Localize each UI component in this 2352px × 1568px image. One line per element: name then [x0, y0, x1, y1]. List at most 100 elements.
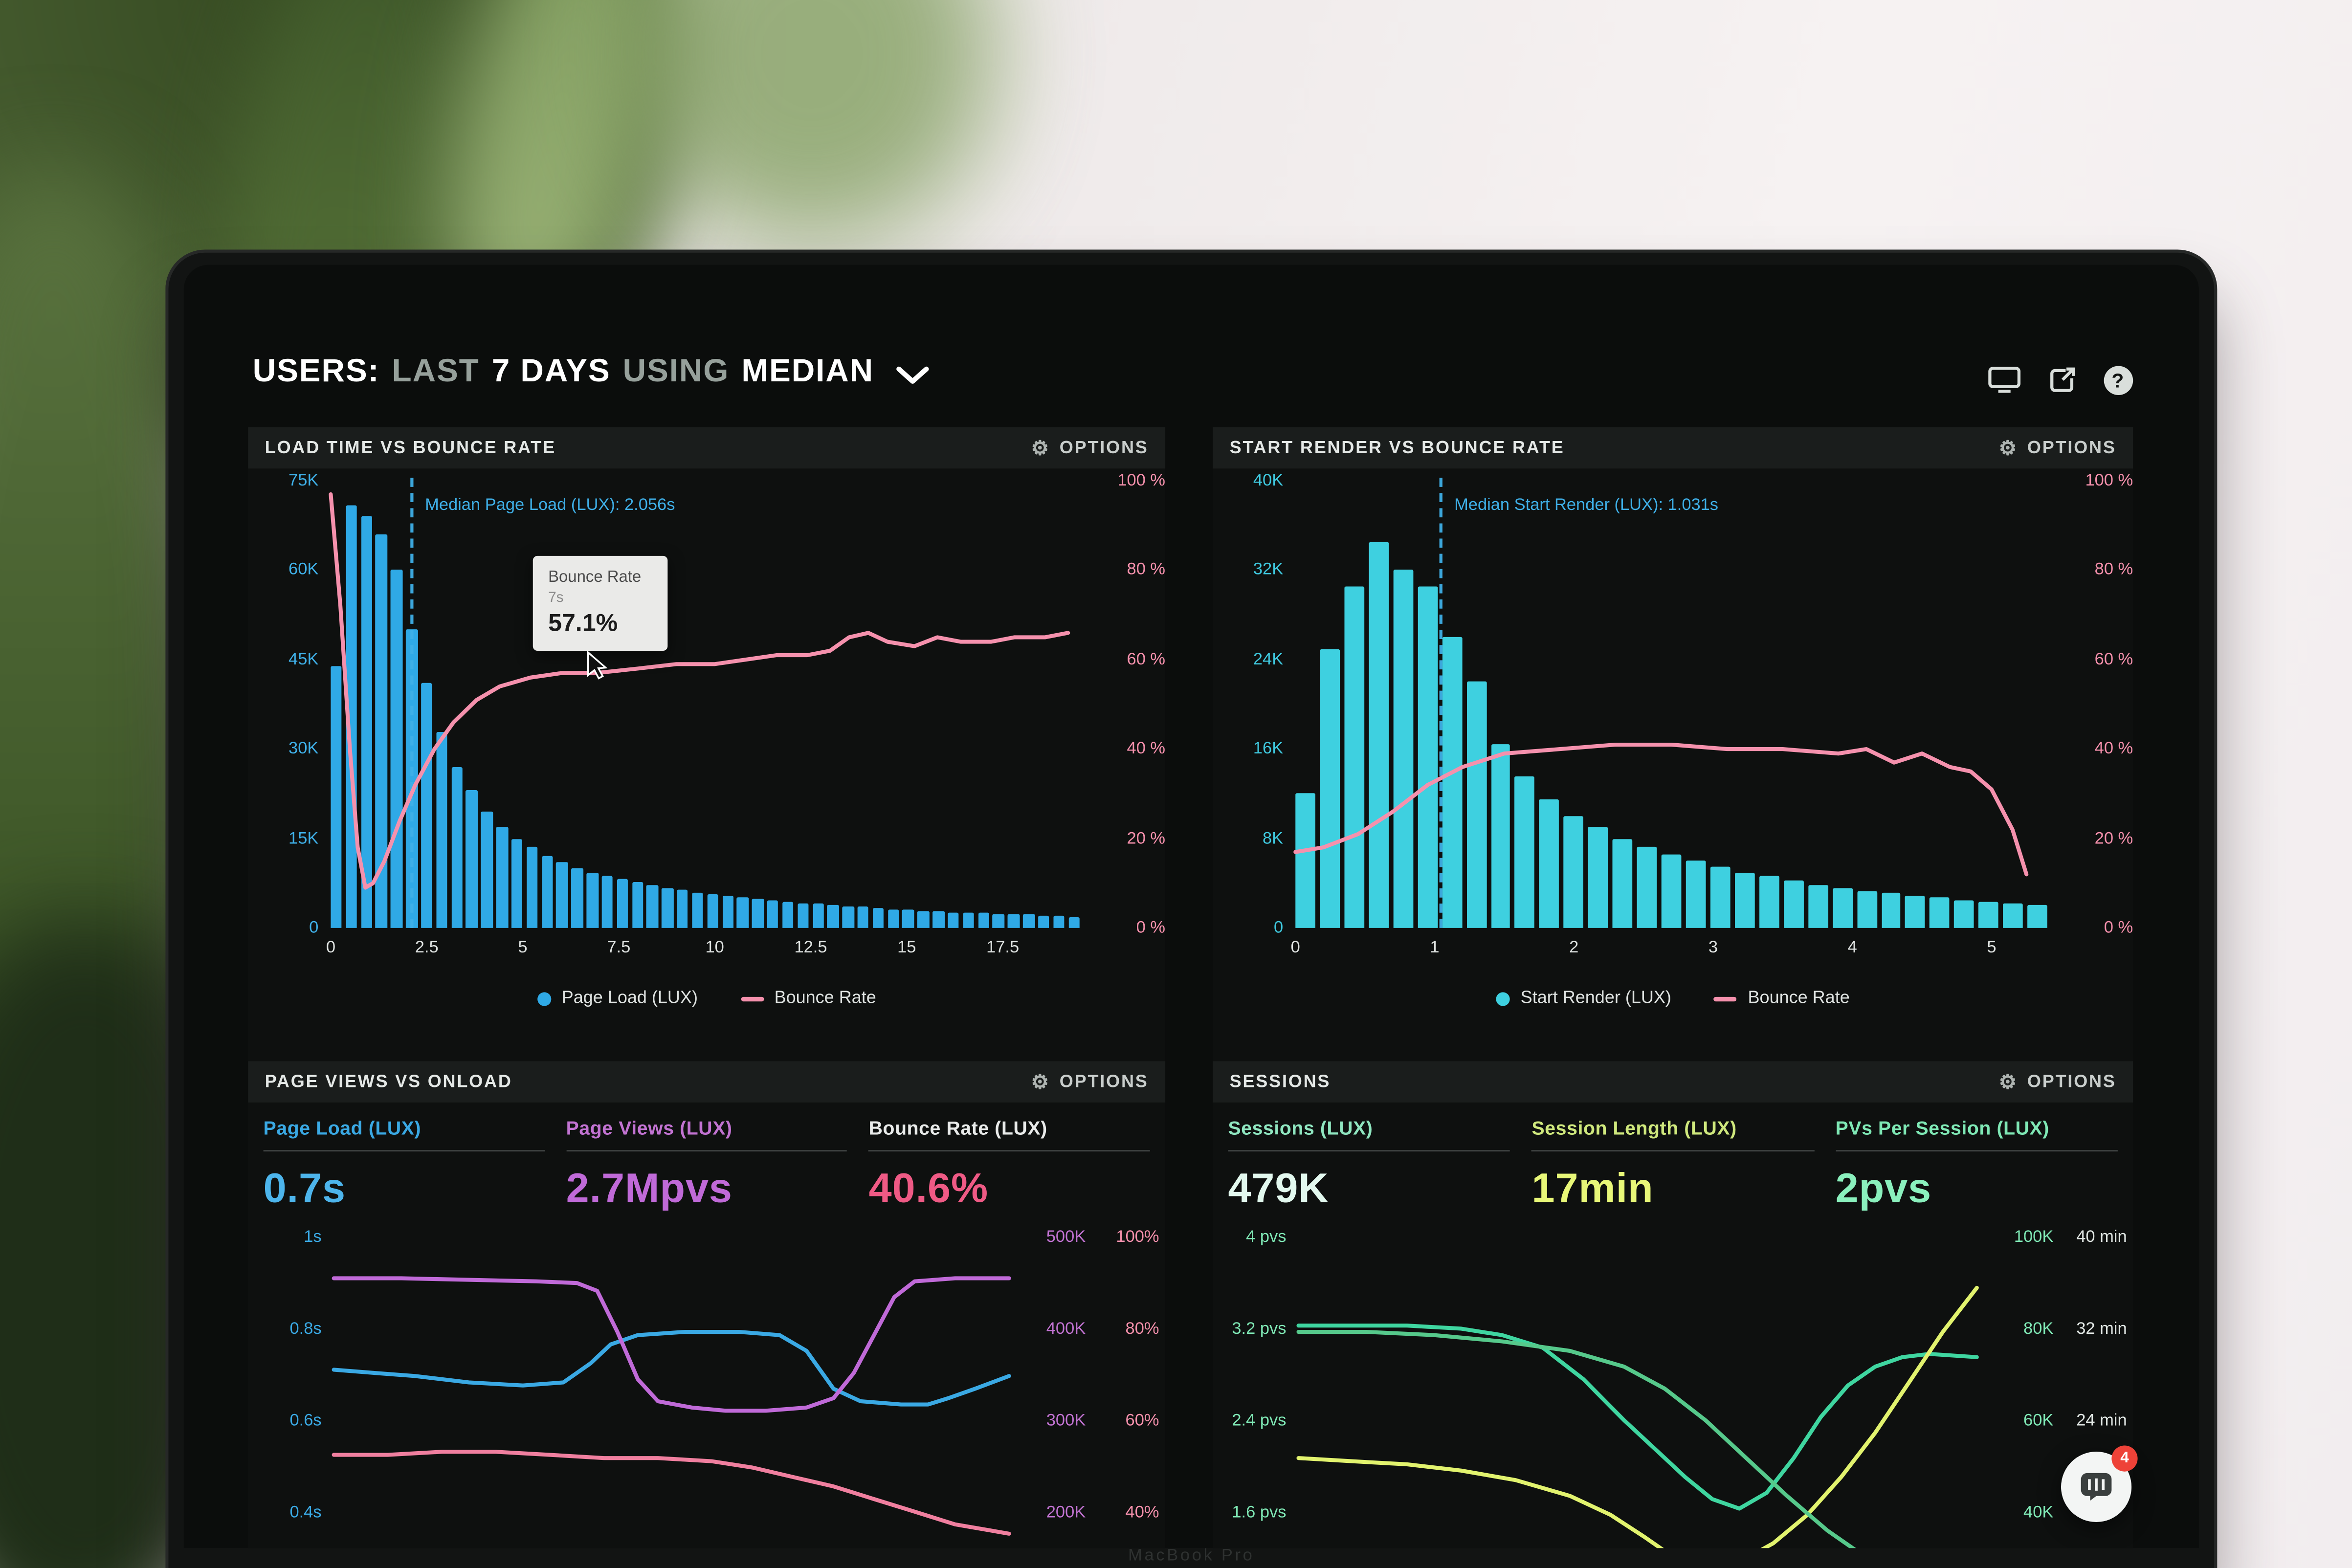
axis-tick: 30K: [288, 740, 319, 758]
options-button[interactable]: ⚙ OPTIONS: [1031, 1070, 1149, 1094]
bar[interactable]: [1320, 648, 1340, 928]
bar[interactable]: [1068, 916, 1080, 928]
help-icon[interactable]: ?: [2101, 363, 2134, 397]
bar[interactable]: [782, 902, 794, 928]
bar[interactable]: [1613, 839, 1633, 928]
bar[interactable]: [1637, 847, 1657, 928]
bar[interactable]: [1038, 915, 1050, 928]
bar[interactable]: [902, 910, 914, 928]
bar[interactable]: [1564, 816, 1584, 928]
bar[interactable]: [692, 892, 704, 928]
bar[interactable]: [631, 882, 643, 928]
bar[interactable]: [1368, 542, 1389, 928]
bar[interactable]: [556, 862, 568, 928]
panel-sessions: SESSIONS ⚙ OPTIONS Sessions (LUX) 479K S…: [1213, 1061, 2133, 1548]
bar[interactable]: [872, 908, 884, 928]
bar[interactable]: [466, 791, 478, 928]
bar[interactable]: [932, 911, 944, 928]
axis-tick: 17.5: [986, 938, 1020, 957]
bar[interactable]: [1930, 898, 1950, 928]
y-axis-left-labels: 40K 32K 24K 16K 8K 0: [1213, 472, 1283, 937]
bar[interactable]: [496, 826, 508, 928]
share-icon[interactable]: [2044, 363, 2078, 397]
bar[interactable]: [526, 847, 538, 928]
bar[interactable]: [1954, 900, 1975, 928]
bar[interactable]: [797, 903, 809, 928]
bar[interactable]: [812, 904, 824, 928]
bar[interactable]: [767, 900, 779, 928]
bar[interactable]: [1759, 876, 1779, 928]
bar[interactable]: [1515, 777, 1535, 928]
chart-plot[interactable]: Median Page Load (LUX): 2.056s: [329, 478, 1080, 928]
bar[interactable]: [1588, 827, 1608, 928]
bar[interactable]: [617, 879, 628, 928]
bar[interactable]: [436, 731, 448, 928]
bar[interactable]: [1490, 743, 1511, 928]
bar[interactable]: [917, 910, 929, 928]
bar[interactable]: [1442, 637, 1462, 928]
bar[interactable]: [977, 913, 990, 928]
bar[interactable]: [888, 908, 899, 928]
display-icon[interactable]: [1988, 363, 2021, 397]
chevron-down-icon[interactable]: [895, 366, 929, 385]
chart-plot[interactable]: [332, 1237, 1011, 1548]
bar[interactable]: [677, 889, 688, 928]
bar[interactable]: [541, 856, 553, 928]
bar[interactable]: [707, 894, 719, 928]
dashboard-title[interactable]: USERS: LAST 7 DAYS USING MEDIAN: [253, 353, 929, 390]
bar[interactable]: [1783, 881, 1803, 928]
bar[interactable]: [1295, 794, 1315, 928]
bar[interactable]: [481, 812, 493, 928]
bar[interactable]: [1661, 854, 1682, 928]
bar[interactable]: [1539, 799, 1559, 928]
bar[interactable]: [1808, 884, 1828, 928]
bar[interactable]: [360, 516, 373, 928]
bar[interactable]: [1734, 872, 1755, 928]
bar[interactable]: [331, 665, 342, 928]
bar[interactable]: [1686, 861, 1706, 928]
bar[interactable]: [993, 913, 1004, 928]
bar[interactable]: [1857, 891, 1877, 928]
legend-item: Bounce Rate: [1714, 989, 1850, 1008]
chart-legend: Start Render (LUX) Bounce Rate: [1213, 989, 2133, 1008]
bar[interactable]: [1417, 587, 1438, 928]
bar[interactable]: [511, 839, 523, 928]
bar[interactable]: [601, 876, 613, 928]
options-button[interactable]: ⚙ OPTIONS: [1999, 436, 2116, 460]
bar[interactable]: [948, 912, 959, 928]
bar[interactable]: [722, 896, 733, 928]
tooltip: Bounce Rate 7s 57.1%: [533, 555, 668, 651]
bar[interactable]: [376, 534, 388, 928]
bar[interactable]: [421, 683, 433, 928]
bar[interactable]: [2027, 905, 2048, 928]
bar[interactable]: [737, 897, 749, 928]
bar[interactable]: [842, 906, 854, 928]
bar[interactable]: [1881, 893, 1901, 928]
bar[interactable]: [586, 872, 598, 928]
bar[interactable]: [963, 912, 975, 928]
bar[interactable]: [1905, 895, 1926, 928]
bar[interactable]: [1710, 866, 1731, 928]
bar[interactable]: [1832, 887, 1852, 928]
bar[interactable]: [646, 885, 659, 928]
bar[interactable]: [662, 887, 673, 928]
bar[interactable]: [451, 767, 463, 928]
bar[interactable]: [571, 868, 583, 928]
bar[interactable]: [1008, 914, 1020, 928]
bar[interactable]: [1466, 682, 1487, 928]
bar[interactable]: [2003, 903, 2023, 928]
chart-plot[interactable]: Median Start Render (LUX): 1.031s: [1293, 478, 2048, 928]
options-button[interactable]: ⚙ OPTIONS: [1999, 1070, 2116, 1094]
bar[interactable]: [752, 899, 764, 928]
bar[interactable]: [857, 907, 869, 928]
bar[interactable]: [1978, 902, 1999, 928]
chart-plot[interactable]: [1296, 1237, 1979, 1548]
options-button[interactable]: ⚙ OPTIONS: [1031, 436, 1149, 460]
bar[interactable]: [1053, 916, 1065, 928]
bar[interactable]: [827, 905, 839, 928]
axis-tick: 32 min: [2076, 1320, 2127, 1339]
chat-launcher[interactable]: 4: [2061, 1445, 2138, 1523]
bar[interactable]: [1023, 915, 1035, 928]
bar[interactable]: [1344, 587, 1364, 928]
bar[interactable]: [1393, 570, 1413, 928]
